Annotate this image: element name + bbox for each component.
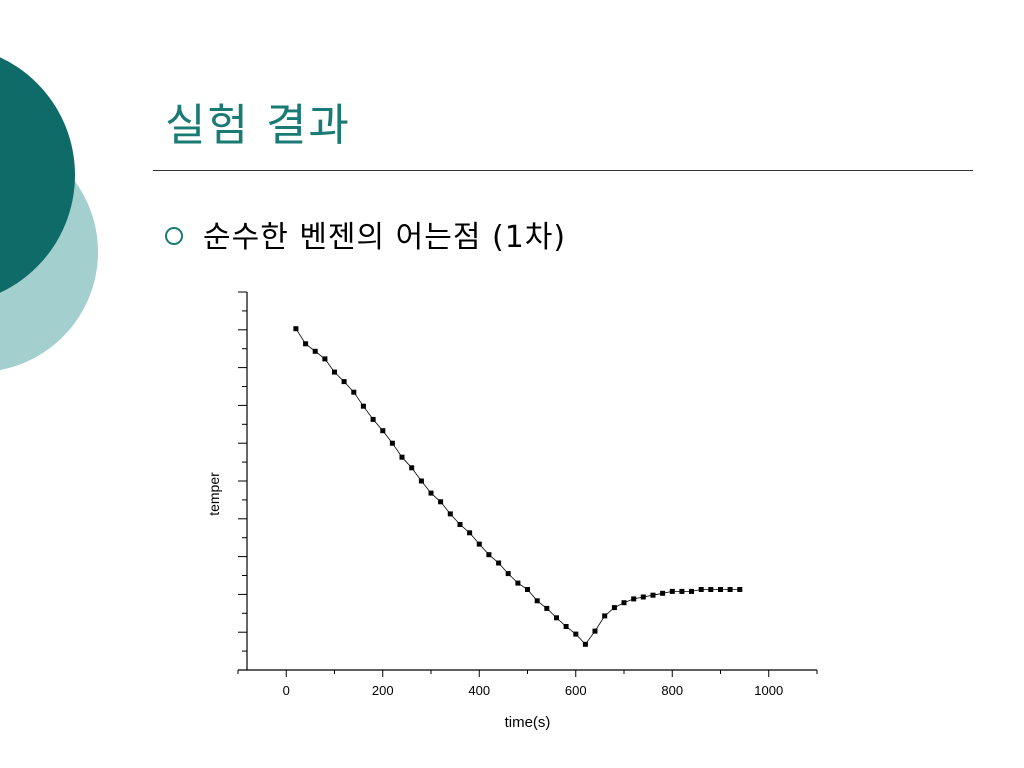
- x-tick-label: 600: [565, 683, 587, 698]
- data-point: [602, 613, 608, 619]
- x-tick-label: 0: [283, 683, 290, 698]
- data-point: [428, 490, 434, 496]
- data-point: [399, 454, 405, 460]
- data-point: [592, 628, 598, 634]
- x-tick-label: 400: [468, 683, 490, 698]
- x-tick-label: 200: [372, 683, 394, 698]
- chart-axes: [238, 292, 817, 671]
- data-point: [669, 588, 675, 594]
- title-divider: [153, 170, 973, 171]
- data-point: [457, 522, 463, 527]
- y-axis-label: temper: [206, 472, 222, 516]
- data-point: [486, 552, 492, 558]
- data-point: [409, 465, 415, 471]
- data-point: [351, 389, 357, 395]
- data-point: [727, 587, 733, 592]
- data-point: [360, 403, 366, 409]
- data-point: [370, 416, 376, 422]
- bullet-item: 순수한 벤젠의 어는점 (1차): [165, 210, 566, 258]
- data-point: [380, 428, 386, 434]
- data-point: [544, 605, 550, 611]
- data-point: [650, 592, 656, 598]
- decorative-circles: [0, 57, 98, 370]
- data-point: [679, 588, 685, 594]
- data-point: [611, 605, 617, 611]
- deco-circle-dark: [0, 57, 75, 293]
- series-points: [293, 326, 743, 647]
- data-point: [438, 499, 444, 505]
- data-point: [621, 600, 627, 606]
- data-point: [332, 369, 337, 375]
- data-point: [312, 348, 318, 354]
- data-point: [708, 587, 714, 592]
- x-tick-label: 800: [661, 683, 683, 698]
- data-point: [389, 440, 395, 446]
- data-point: [660, 590, 666, 596]
- data-point: [563, 624, 569, 629]
- x-axis-label: time(s): [505, 714, 551, 731]
- data-point: [631, 596, 637, 602]
- data-point: [496, 560, 502, 566]
- data-point: [534, 598, 540, 604]
- data-point: [418, 478, 424, 484]
- data-point: [689, 588, 694, 594]
- x-tick-label: 1000: [754, 683, 783, 698]
- data-point: [718, 587, 723, 592]
- data-point: [476, 541, 482, 547]
- data-point: [573, 631, 579, 637]
- data-point: [582, 641, 588, 647]
- data-point: [525, 587, 530, 592]
- data-point: [322, 356, 328, 362]
- data-point: [737, 587, 743, 592]
- data-point: [303, 341, 309, 347]
- data-point: [447, 511, 453, 517]
- data-point: [554, 615, 559, 621]
- data-point: [640, 594, 646, 600]
- bullet-text: 순수한 벤젠의 어는점 (1차): [203, 220, 567, 255]
- data-point: [341, 379, 347, 385]
- data-point: [293, 326, 299, 332]
- series-line: [295, 328, 740, 645]
- data-point: [515, 580, 521, 586]
- data-point: [698, 587, 704, 592]
- data-point: [505, 571, 511, 577]
- chart-ticks: [237, 291, 818, 677]
- hollow-circle-icon: [165, 227, 183, 245]
- page-title: 실험 결과: [165, 100, 351, 151]
- data-point: [467, 530, 473, 536]
- chart-labels: 0 200 400 600 800 1000 time(s) temper: [206, 472, 783, 731]
